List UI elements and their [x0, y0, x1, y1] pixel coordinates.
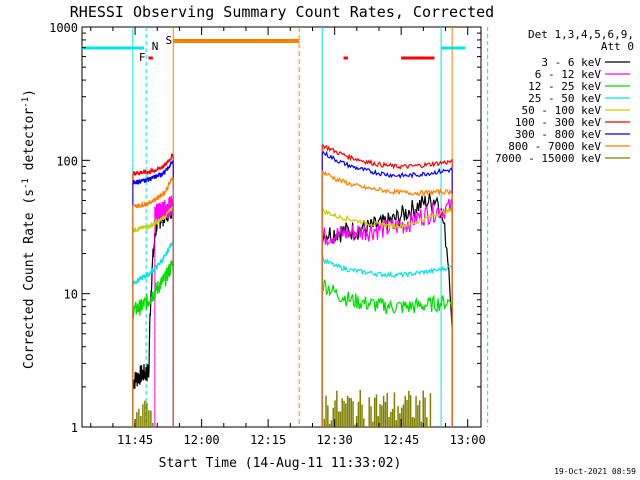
legend-item-label: 25 - 50 keV [528, 92, 601, 105]
series-12-25-kev-seg1 [132, 259, 174, 319]
series-12-25-kev-seg2 [321, 279, 453, 315]
series-300-800-kev-seg1 [132, 160, 174, 186]
series-800-7000-kev-seg2 [321, 170, 453, 197]
x-tick-label: 13:00 [450, 433, 486, 447]
plot-area: FN S [81, 26, 489, 428]
series-3-6-kev-seg1 [132, 198, 174, 390]
y-axis-label-end: ) [22, 89, 37, 97]
legend-item-label: 100 - 300 keV [515, 116, 601, 129]
y-tick-label: 100 [56, 154, 78, 168]
x-tick-label: 12:45 [383, 433, 419, 447]
series-6-12-kev-seg1 [154, 195, 174, 224]
legend-item-label: 50 - 100 keV [522, 104, 602, 117]
series-25-50-kev-seg1 [132, 239, 174, 287]
y-axis-label: Corrected Count Rate (s-1 detector-1) [21, 89, 37, 369]
legend-item-label: 300 - 800 keV [515, 128, 601, 141]
flag-letter: F [139, 51, 146, 64]
legend-item-label: 800 - 7000 keV [508, 140, 601, 153]
series-100-300-kev-seg1 [132, 153, 174, 176]
y-axis-label-main: Corrected Count Rate (s [22, 189, 37, 369]
series-50-100-kev-seg1 [132, 205, 174, 234]
y-tick-label: 1000 [49, 21, 78, 35]
legend-item-label: 7000 - 15000 keV [495, 152, 601, 165]
x-tick-label: 12:30 [317, 433, 353, 447]
legend-item-label: 12 - 25 keV [528, 80, 601, 93]
series-800-7000-kev-seg1 [132, 176, 174, 209]
y-axis-label-mid: detector [22, 108, 37, 179]
y-axis-label-sup-2: -1 [21, 97, 31, 108]
x-axis-ticks: 11:45 12:00 12:15 12:30 12:45 13:00 [90, 27, 486, 447]
series-6-12-kev-seg2 [322, 198, 453, 247]
plot-frame [81, 26, 482, 428]
series-100-300-kev-seg2 [321, 144, 453, 170]
x-tick-label: 12:00 [184, 433, 220, 447]
y-axis-ticks: 1 10 100 1000 [49, 21, 481, 435]
flag-letter: N [152, 40, 159, 53]
x-tick-label: 11:45 [117, 433, 153, 447]
series-50-100-kev-seg2 [321, 206, 453, 231]
y-tick-label: 10 [64, 288, 78, 302]
series-300-800-kev-seg2 [321, 150, 453, 180]
y-axis-label-sup-1: -1 [21, 178, 31, 189]
footer-date: 19-Oct-2021 08:59 [554, 467, 636, 476]
series-25-50-kev-seg2 [321, 256, 453, 279]
legend-item-label: 3 - 6 keV [541, 56, 601, 69]
x-axis-label: Start Time (14-Aug-11 11:33:02) [159, 456, 402, 471]
legend-item-label: 6 - 12 keV [535, 68, 602, 81]
legend-header-line-2: Att 0 [601, 40, 634, 53]
flag-letter: S [165, 34, 172, 47]
legend-header-line-1: Det 1,3,4,5,6,9, [528, 28, 634, 41]
y-tick-label: 1 [71, 421, 78, 435]
chart-title: RHESSI Observing Summary Count Rates, Co… [70, 3, 494, 21]
x-tick-label: 12:15 [250, 433, 286, 447]
